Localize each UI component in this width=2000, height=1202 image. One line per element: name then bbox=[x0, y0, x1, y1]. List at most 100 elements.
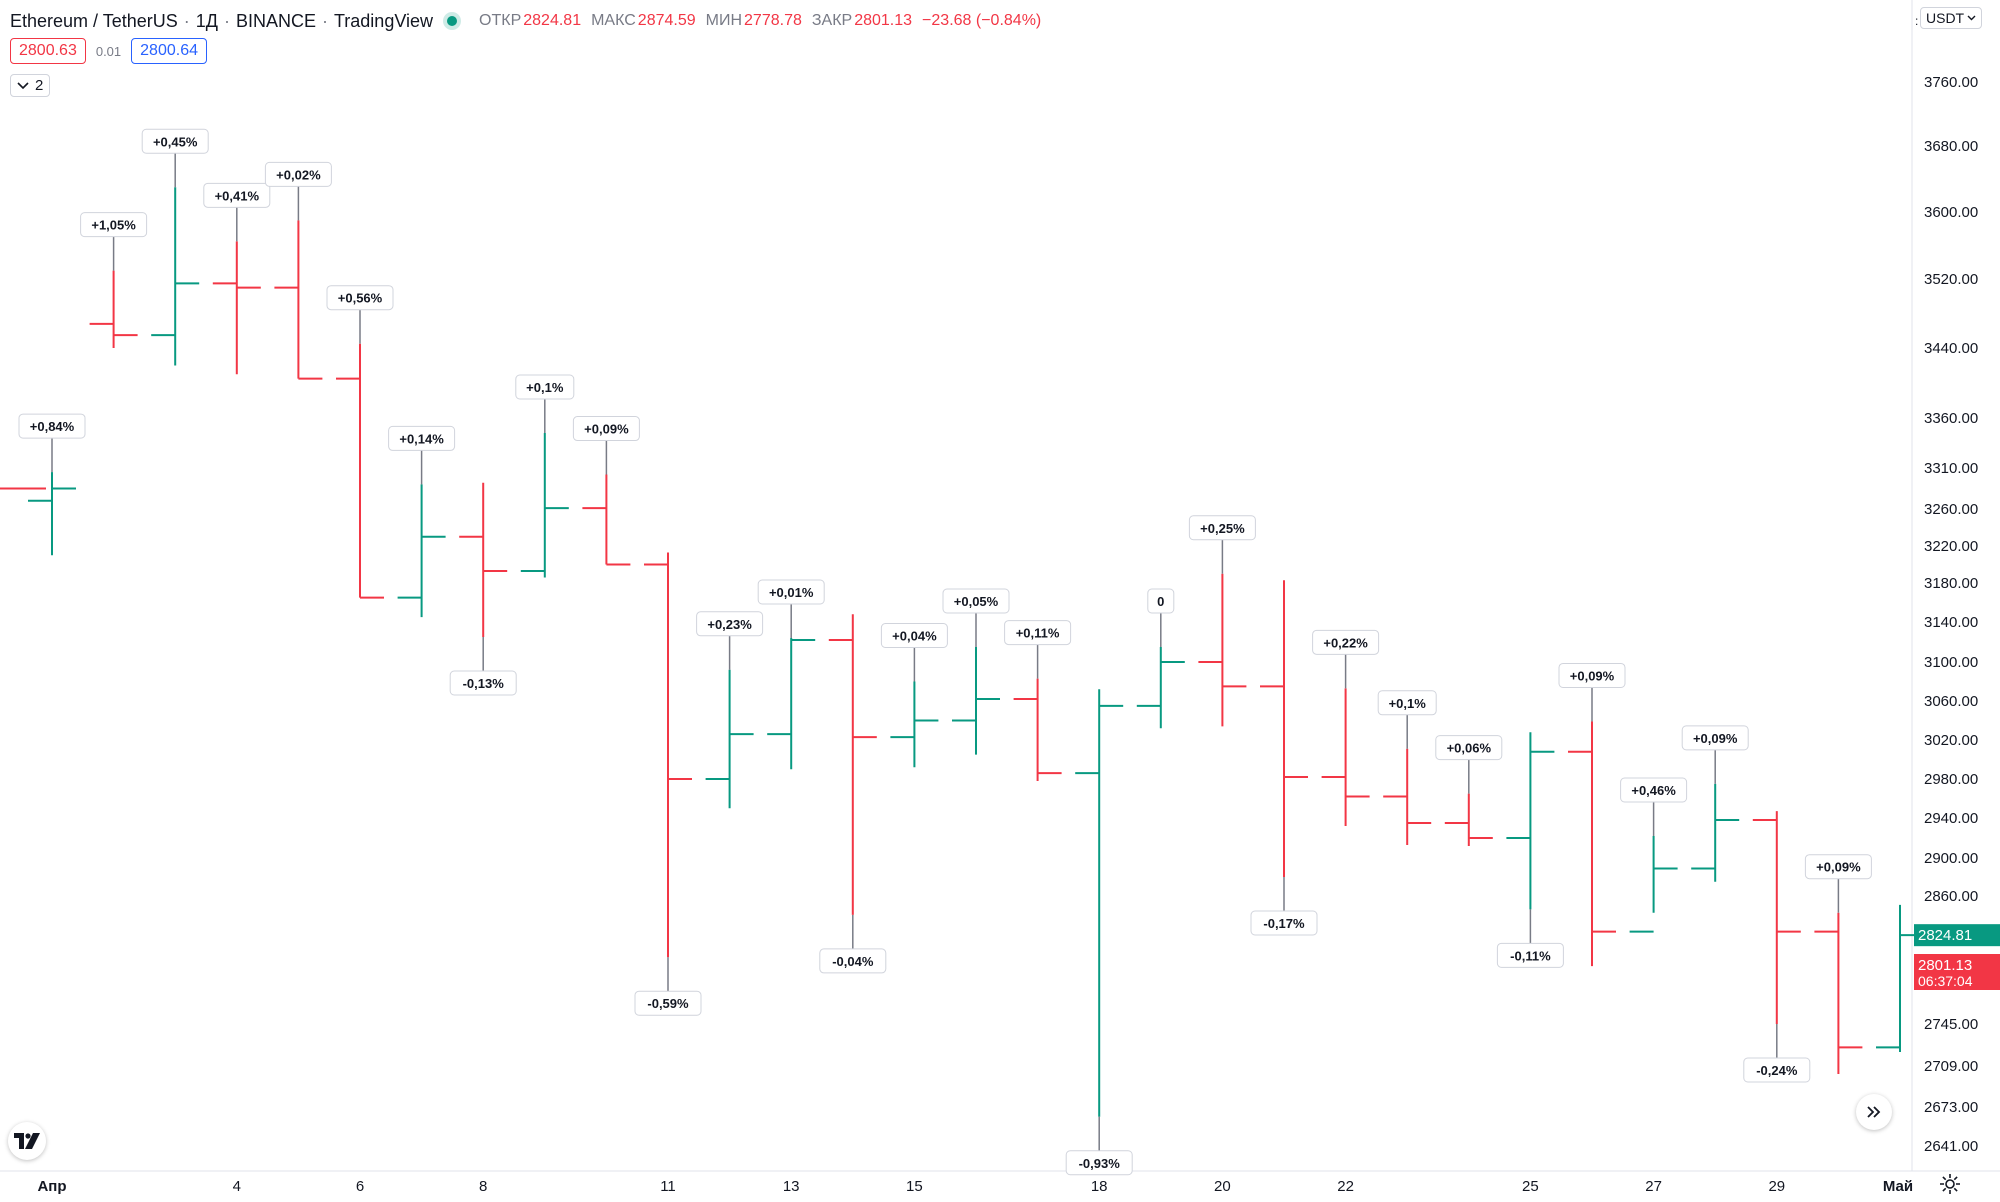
open-value: 2824.81 bbox=[523, 12, 582, 29]
chevron-down-icon bbox=[17, 81, 29, 89]
annotation-box-5 bbox=[326, 285, 394, 311]
change-value: −23.68 (−0.84%) bbox=[922, 12, 1042, 29]
annotation-box-24 bbox=[1496, 942, 1564, 968]
y-tick-label-2: 3600.00 bbox=[1924, 204, 1978, 221]
annotation-label-7: -0,13% bbox=[463, 676, 505, 691]
x-tick-label-6: 15 bbox=[906, 1178, 923, 1195]
close-value: 2801.13 bbox=[854, 12, 913, 29]
y-tick-label-9: 3180.00 bbox=[1924, 575, 1978, 592]
annotation-box-17 bbox=[1065, 1150, 1133, 1176]
annotation-label-28: -0,24% bbox=[1756, 1063, 1798, 1078]
exchange-label: BINANCE bbox=[235, 10, 316, 31]
annotation-label-9: +0,09% bbox=[584, 422, 629, 437]
y-tick-label-21: 2641.00 bbox=[1924, 1138, 1978, 1155]
annotation-label-6: +0,14% bbox=[399, 431, 444, 446]
tradingview-logo-icon bbox=[14, 1133, 40, 1149]
annotation-label-26: +0,46% bbox=[1631, 783, 1676, 798]
annotation-label-4: +0,02% bbox=[276, 167, 321, 182]
annotation-label-19: +0,25% bbox=[1200, 521, 1245, 536]
annotation-box-10 bbox=[634, 990, 702, 1016]
annotation-label-24: -0,11% bbox=[1510, 948, 1551, 963]
sell-button[interactable]: 2800.63 bbox=[10, 38, 86, 64]
high-value: 2874.59 bbox=[637, 12, 696, 29]
y-tick-label-1: 3680.00 bbox=[1924, 138, 1978, 155]
annotation-box-12 bbox=[757, 579, 825, 605]
annotation-box-7 bbox=[449, 670, 517, 696]
price-label-box-1 bbox=[1914, 954, 2000, 990]
annotation-label-1: +1,05% bbox=[91, 218, 136, 233]
symbol-name[interactable]: Ethereum / TetherUS bbox=[10, 10, 178, 31]
annotation-label-18: 0 bbox=[1157, 594, 1164, 609]
annotation-box-28 bbox=[1743, 1057, 1811, 1083]
y-tick-label-5: 3360.00 bbox=[1924, 410, 1978, 427]
annotation-box-26 bbox=[1620, 777, 1688, 803]
annotation-box-0 bbox=[18, 413, 86, 439]
y-tick-label-6: 3310.00 bbox=[1924, 460, 1978, 477]
y-tick-label-20: 2673.00 bbox=[1924, 1099, 1978, 1116]
y-tick-label-18: 2745.00 bbox=[1924, 1016, 1978, 1033]
open-label: ОТКР bbox=[479, 12, 522, 29]
annotation-box-2 bbox=[141, 128, 209, 154]
x-tick-label-12: 29 bbox=[1768, 1178, 1785, 1195]
interval-label[interactable]: 1Д bbox=[195, 10, 218, 31]
price-label-1: 2801.13 bbox=[1918, 957, 1972, 974]
annotation-box-18 bbox=[1147, 588, 1175, 614]
annotation-label-8: +0,1% bbox=[526, 380, 564, 395]
y-tick-label-13: 3020.00 bbox=[1924, 732, 1978, 749]
annotation-label-15: +0,05% bbox=[954, 594, 999, 609]
annotation-box-1 bbox=[80, 212, 148, 238]
annotation-box-9 bbox=[572, 416, 640, 442]
annotation-box-29 bbox=[1804, 854, 1872, 880]
y-tick-label-17: 2860.00 bbox=[1924, 888, 1978, 905]
low-value: 2778.78 bbox=[744, 12, 802, 29]
annotation-label-20: -0,17% bbox=[1263, 916, 1305, 931]
annotation-label-12: +0,01% bbox=[769, 585, 814, 600]
x-tick-label-7: 18 bbox=[1091, 1178, 1108, 1195]
annotation-box-8 bbox=[515, 374, 575, 400]
buy-button[interactable]: 2800.64 bbox=[131, 38, 207, 64]
annotation-label-13: -0,04% bbox=[832, 954, 874, 969]
annotation-label-10: -0,59% bbox=[647, 996, 689, 1011]
market-status-icon[interactable] bbox=[447, 16, 458, 26]
annotation-box-15 bbox=[942, 588, 1010, 614]
x-tick-label-3: 8 bbox=[479, 1178, 487, 1195]
high-label: МАКС bbox=[591, 12, 636, 29]
annotation-box-22 bbox=[1377, 690, 1437, 716]
annotation-box-4 bbox=[264, 161, 332, 187]
gear-icon bbox=[1940, 1174, 1960, 1194]
annotation-label-5: +0,56% bbox=[338, 291, 383, 306]
trade-buttons: 2800.63 0.01 2800.64 bbox=[10, 38, 207, 64]
x-tick-label-4: 11 bbox=[660, 1178, 676, 1195]
annotation-label-23: +0,06% bbox=[1447, 741, 1492, 756]
source-label: TradingView bbox=[333, 10, 434, 31]
scroll-to-realtime-button[interactable] bbox=[1856, 1094, 1892, 1130]
y-tick-label-16: 2900.00 bbox=[1924, 850, 1978, 867]
x-tick-label-8: 20 bbox=[1214, 1178, 1231, 1195]
currency-selector[interactable]: : USDT bbox=[1915, 7, 1983, 29]
annotation-box-27 bbox=[1681, 725, 1749, 751]
annotation-label-22: +0,1% bbox=[1389, 696, 1427, 711]
annotation-box-3 bbox=[203, 182, 271, 208]
annotation-label-16: +0,11% bbox=[1016, 626, 1060, 641]
indicators-toggle-button[interactable]: 2 bbox=[10, 74, 51, 97]
annotation-box-20 bbox=[1250, 910, 1318, 936]
annotation-label-29: +0,09% bbox=[1816, 860, 1861, 875]
x-tick-label-0: Апр bbox=[37, 1178, 66, 1195]
annotation-label-11: +0,23% bbox=[707, 617, 752, 632]
x-tick-label-9: 22 bbox=[1337, 1178, 1354, 1195]
y-tick-label-3: 3520.00 bbox=[1924, 271, 1978, 288]
price-label-box-0 bbox=[1914, 924, 2000, 947]
annotation-box-11 bbox=[696, 611, 764, 637]
annotation-box-23 bbox=[1435, 735, 1503, 761]
y-tick-label-14: 2980.00 bbox=[1924, 771, 1978, 788]
x-tick-label-1: 4 bbox=[233, 1178, 241, 1195]
tradingview-logo[interactable] bbox=[8, 1122, 46, 1160]
close-label: ЗАКР bbox=[811, 12, 853, 29]
x-tick-label-5: 13 bbox=[783, 1178, 800, 1195]
annotation-label-25: +0,09% bbox=[1570, 668, 1615, 683]
y-tick-label-15: 2940.00 bbox=[1924, 810, 1978, 827]
settings-button[interactable] bbox=[1936, 1170, 1964, 1198]
annotation-box-13 bbox=[819, 948, 887, 974]
chevron-down-icon bbox=[1967, 15, 1976, 21]
